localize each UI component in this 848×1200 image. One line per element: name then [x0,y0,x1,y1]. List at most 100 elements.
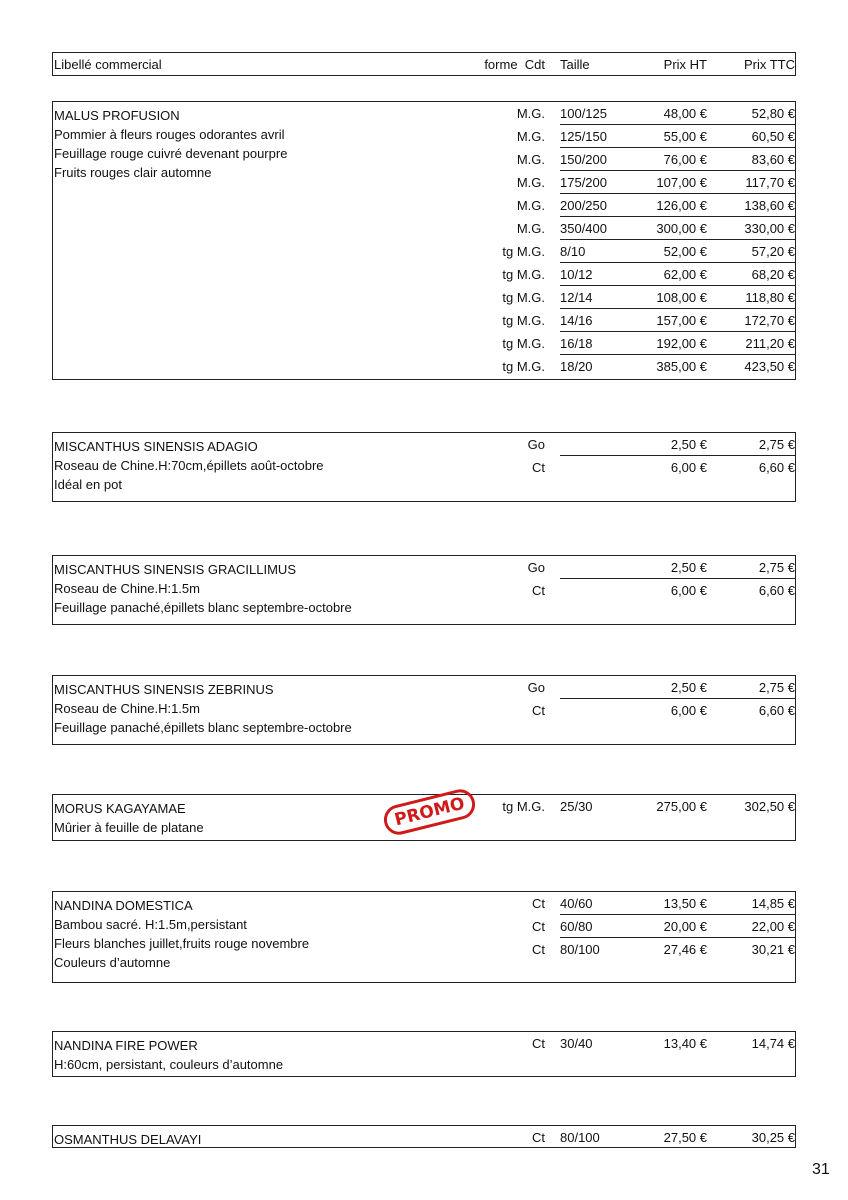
row-divider [560,914,795,915]
product-block: NANDINA DOMESTICA Bambou sacré. H:1.5m,pe… [52,891,796,983]
header-label: Libellé commercial [54,57,162,72]
cell-taille: 16/18 [560,336,593,351]
row-divider [560,578,795,579]
cell-forme: Ct [532,460,545,475]
cell-ttc: 22,00 € [751,919,795,934]
cell-taille: 150/200 [560,152,607,167]
row-divider [560,354,795,355]
cell-ht: 27,46 € [663,942,707,957]
price-row: M.G. 350/400 300,00 € 330,00 € [53,217,795,240]
description-line: Fleurs blanches juillet,fruits rouge nov… [54,936,310,951]
cell-taille: 125/150 [560,129,607,144]
description-line: Idéal en pot [54,477,122,492]
cell-ttc: 211,20 € [745,336,795,351]
price-row: tg M.G. 25/30 275,00 € 302,50 € [53,795,795,818]
cell-forme: Ct [532,583,545,598]
cell-ttc: 118,80 € [745,290,795,305]
price-row: Go 2,50 € 2,75 € [53,433,795,456]
header-prix-ttc: Prix TTC [743,57,795,72]
cell-ht: 157,00 € [656,313,707,328]
cell-ttc: 2,75 € [758,560,795,575]
cell-forme: Ct [532,942,545,957]
product-description: MISCANTHUS SINENSIS GRACILLIMUS Roseau de… [54,560,352,617]
cell-ht: 2,50 € [670,680,707,695]
row-divider [560,262,795,263]
price-row: tg M.G. 12/14 108,00 € 118,80 € [53,286,795,309]
cell-ht: 6,00 € [670,460,707,475]
product-description: NANDINA DOMESTICA Bambou sacré. H:1.5m,pe… [54,896,309,972]
price-row: Ct 6,00 € 6,60 € [53,699,795,722]
product-description: MALUS PROFUSION Pommier à fleurs rouges o… [54,106,287,182]
product-name: NANDINA DOMESTICA [54,898,193,913]
row-divider [560,308,795,309]
product-description: NANDINA FIRE POWER H:60cm, persistant, co… [54,1036,283,1074]
description-line: Pommier à fleurs rouges odorantes avril [54,127,285,142]
row-divider [560,147,795,148]
cell-ht: 126,00 € [656,198,707,213]
cell-forme: Go [527,560,545,575]
cell-taille: 25/30 [560,799,593,814]
row-divider [560,239,795,240]
cell-ttc: 423,50 € [744,359,795,374]
price-row: Ct 6,00 € 6,60 € [53,579,795,602]
description-line: Mûrier à feuille de platane [54,820,204,835]
cell-taille: 40/60 [560,896,593,911]
cell-ttc: 30,25 € [751,1130,795,1145]
product-name: MISCANTHUS SINENSIS GRACILLIMUS [54,562,296,577]
cell-taille: 100/125 [560,106,607,121]
cell-taille: 175/200 [560,175,607,190]
cell-ht: 108,00 € [656,290,707,305]
cell-forme: M.G. [516,152,545,167]
cell-taille: 12/14 [560,290,593,305]
cell-forme: M.G. [516,221,545,236]
cell-ht: 52,00 € [663,244,707,259]
cell-ttc: 6,60 € [758,460,795,475]
cell-ttc: 83,60 € [751,152,795,167]
cell-ht: 300,00 € [656,221,707,236]
cell-forme: tg M.G. [502,799,545,814]
cell-ttc: 302,50 € [744,799,795,814]
product-name: MORUS KAGAYAMAE [54,801,186,816]
description-line: Bambou sacré. H:1.5m,persistant [54,917,247,932]
product-name: OSMANTHUS DELAVAYI [54,1132,202,1147]
price-row: Ct 80/100 27,50 € 30,25 € [53,1126,795,1149]
cell-ht: 76,00 € [663,152,707,167]
cell-taille: 350/400 [560,221,607,236]
row-divider [560,455,795,456]
cell-ttc: 14,85 € [751,896,795,911]
price-row: tg M.G. 18/20 385,00 € 423,50 € [53,355,795,378]
cell-taille: 200/250 [560,198,607,213]
cell-ttc: 117,70 € [745,175,795,190]
cell-ht: 107,00 € [656,175,707,190]
page-number: 31 [812,1161,830,1178]
product-block: MORUS KAGAYAMAE Mûrier à feuille de plata… [52,786,796,841]
cell-forme: tg M.G. [502,336,545,351]
product-name: MISCANTHUS SINENSIS ZEBRINUS [54,682,274,697]
cell-forme: Go [527,437,545,452]
cell-forme: Go [527,680,545,695]
cell-forme: M.G. [516,175,545,190]
row-divider [560,216,795,217]
description-line: Roseau de Chine.H:70cm,épillets août-oct… [54,458,324,473]
price-row: tg M.G. 16/18 192,00 € 211,20 € [53,332,795,355]
cell-ht: 55,00 € [663,129,707,144]
row-divider [560,331,795,332]
product-description: MORUS KAGAYAMAE Mûrier à feuille de plata… [54,799,204,837]
cell-forme: Ct [532,1130,545,1145]
cell-ht: 275,00 € [656,799,707,814]
price-row: M.G. 200/250 126,00 € 138,60 € [53,194,795,217]
product-block: NANDINA FIRE POWER H:60cm, persistant, co… [52,1031,796,1077]
product-description: MISCANTHUS SINENSIS ADAGIO Roseau de Chin… [54,437,324,494]
cell-ttc: 2,75 € [758,680,795,695]
cell-taille: 8/10 [560,244,586,259]
price-row: Ct 80/100 27,46 € 30,21 € [53,938,795,961]
cell-ttc: 6,60 € [758,703,795,718]
header-forme-cdt: forme Cdt [484,57,545,72]
cell-forme: M.G. [516,129,545,144]
price-row: M.G. 100/125 48,00 € 52,80 € [53,102,795,125]
cell-forme: M.G. [516,106,545,121]
cell-forme: tg M.G. [502,267,545,282]
price-row: M.G. 175/200 107,00 € 117,70 € [53,171,795,194]
cell-taille: 14/16 [560,313,593,328]
cell-taille: 18/20 [560,359,593,374]
